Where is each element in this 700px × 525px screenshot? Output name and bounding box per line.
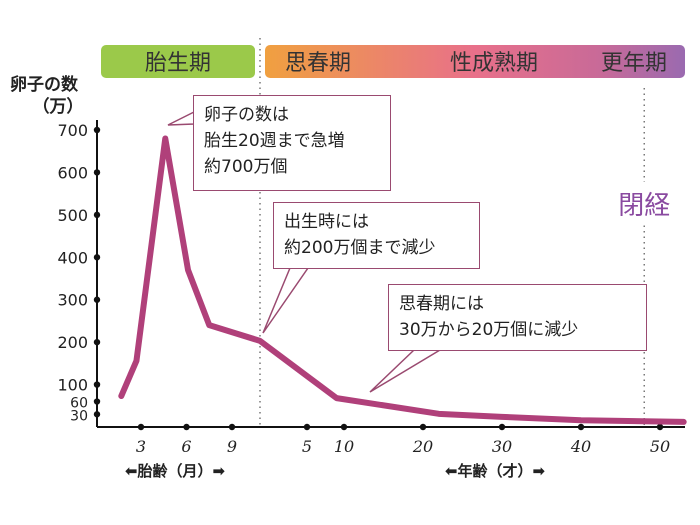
y-tick-label-200: 200 [57,333,88,352]
x-tick-month-3 [137,423,145,431]
x-tick-year-20 [419,423,427,431]
callout-pointer-birth [262,267,310,334]
x-tick-month-9 [228,423,236,431]
y-tick-30 [93,411,101,418]
x-tick-label-year-30: 30 [492,437,512,456]
x-tick-label-year-20: 20 [412,437,433,456]
annotation-peak: 卵子の数は 胎生20週まで急増 約700万個 [193,95,391,191]
x-tick-year-5 [303,423,311,431]
y-axis-label-line2: （万） [33,96,84,117]
x-tick-label-month-3: 3 [136,437,146,456]
phase-bar-life [265,45,685,78]
x-tick-year-10 [340,423,348,431]
callout-pointer-peak [167,110,195,126]
annotation-birth: 出生時には 約200万個まで減少 [273,202,480,269]
x-tick-month-6 [183,423,190,431]
y-axis-label-line1: 卵子の数 [10,74,79,95]
x-tick-label-year-10: 10 [334,437,354,456]
y-tick-label-700: 700 [57,121,88,140]
x-axis-label-fetal: ⬅胎齢（月）➡ [125,462,226,480]
y-tick-label-400: 400 [57,248,88,267]
y-tick-300 [93,296,101,303]
y-tick-label-100: 100 [57,376,88,395]
x-tick-label-month-6: 6 [181,437,191,456]
y-tick-700 [93,126,101,134]
annotation-puberty: 思春期には 30万から20万個に減少 [388,284,647,351]
y-tick-600 [93,169,101,176]
x-tick-year-50 [656,423,664,431]
y-tick-100 [93,381,101,388]
marker-label-menopause: 閉経 [618,191,670,221]
x-tick-label-year-5: 5 [302,437,312,456]
y-tick-400 [93,254,101,261]
y-tick-label-600: 600 [57,163,88,182]
y-tick-200 [93,338,101,346]
y-tick-label-500: 500 [57,206,88,225]
y-tick-label-30: 30 [70,408,88,424]
x-axis-label-age: ⬅年齢（才）➡ [445,462,546,480]
phase-label-fetal: 胎生期 [145,51,211,76]
phase-label-maturity: 性成熟期 [450,51,538,76]
y-tick-500 [93,211,101,219]
x-tick-year-40 [577,423,585,431]
y-tick-60 [93,398,101,405]
y-tick-label-60: 60 [70,396,88,412]
phase-label-puberty: 思春期 [285,51,351,76]
x-tick-label-year-50: 50 [650,437,670,456]
x-tick-year-30 [498,423,506,431]
marker-label-bg [614,182,675,222]
x-tick-label-month-9: 9 [227,437,237,456]
phase-label-menopause: 更年期 [601,51,667,76]
y-tick-label-300: 300 [57,291,88,310]
phase-bar-fetal [101,45,255,78]
callout-pointer-puberty [369,349,443,393]
x-tick-label-year-40: 40 [570,437,591,456]
